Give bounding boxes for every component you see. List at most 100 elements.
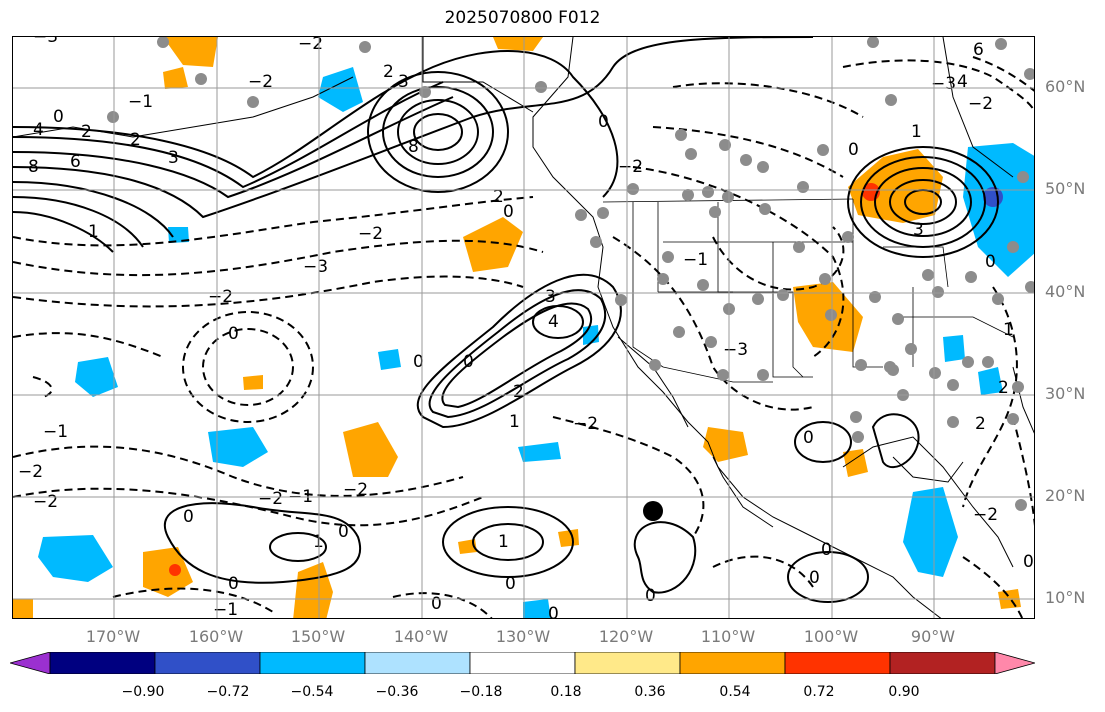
station-marker bbox=[947, 379, 959, 391]
colorbar-tick-label: 0.90 bbox=[888, 684, 920, 700]
station-marker bbox=[697, 279, 709, 291]
colorbar-tick-label: −0.54 bbox=[290, 684, 334, 700]
positive-contours bbox=[13, 37, 999, 603]
station-marker bbox=[929, 367, 941, 379]
contour-label: −2 bbox=[573, 414, 598, 434]
contour-label: 0 bbox=[803, 428, 814, 448]
station-marker bbox=[850, 411, 862, 423]
contour-label: −2 bbox=[298, 37, 323, 54]
graticule bbox=[13, 37, 1034, 618]
station-marker bbox=[892, 313, 904, 325]
station-marker bbox=[649, 359, 661, 371]
colorbar-extend-max bbox=[994, 652, 1035, 674]
contour-label: 0 bbox=[985, 252, 996, 272]
contour-label: 0 bbox=[463, 352, 474, 372]
contour-label: 6 bbox=[973, 40, 984, 60]
plot-title: 2025070800 F012 bbox=[444, 8, 601, 28]
lat-label-40n: 40°N bbox=[1045, 282, 1086, 301]
station-marker bbox=[982, 356, 994, 368]
station-marker bbox=[962, 356, 974, 368]
station-marker bbox=[819, 273, 831, 285]
storm-center-marker bbox=[643, 501, 663, 521]
station-marker bbox=[359, 41, 371, 53]
station-marker bbox=[1025, 281, 1034, 293]
colorbar-tick-label: −0.18 bbox=[459, 684, 503, 700]
station-marker bbox=[855, 359, 867, 371]
station-marker bbox=[615, 294, 627, 306]
colorbar-segment bbox=[259, 652, 366, 674]
contour-label: 0 bbox=[183, 507, 194, 527]
contour-label: 4 bbox=[33, 120, 44, 140]
contour-label: 2 bbox=[383, 62, 394, 82]
contour-label: −2 bbox=[358, 224, 383, 244]
station-marker bbox=[777, 289, 789, 301]
contour-label: 0 bbox=[548, 604, 559, 619]
station-marker bbox=[1007, 241, 1019, 253]
contour-label: −2 bbox=[208, 287, 233, 307]
contour-label: 0 bbox=[431, 594, 442, 614]
negative-contours bbox=[13, 56, 1034, 618]
colorbar-tick-label: −0.90 bbox=[121, 684, 165, 700]
lon-label-160w: 160°W bbox=[188, 627, 244, 646]
contour-label: −3 bbox=[723, 340, 748, 360]
colorbar-segment bbox=[784, 652, 891, 674]
coastlines bbox=[13, 37, 1034, 618]
station-marker bbox=[662, 251, 674, 263]
station-marker bbox=[1012, 381, 1024, 393]
contour-label: −2 bbox=[973, 505, 998, 525]
contour-label: 1 bbox=[911, 122, 922, 142]
station-marker bbox=[757, 161, 769, 173]
contour-label: −2 bbox=[618, 157, 643, 177]
lat-label-20n: 20°N bbox=[1045, 486, 1086, 505]
station-marker bbox=[673, 326, 685, 338]
contour-label: −3 bbox=[33, 37, 58, 47]
contour-label: 0 bbox=[1023, 552, 1034, 572]
station-marker bbox=[793, 241, 805, 253]
lon-label-110w: 110°W bbox=[700, 627, 756, 646]
colorbar bbox=[10, 652, 1035, 674]
station-marker bbox=[717, 369, 729, 381]
station-marker bbox=[675, 129, 687, 141]
station-marker bbox=[932, 286, 944, 298]
contour-label: 0 bbox=[413, 352, 424, 372]
contour-label: −1 bbox=[43, 422, 68, 442]
station-marker bbox=[1007, 413, 1019, 425]
contour-label: 4 bbox=[957, 72, 968, 92]
station-marker bbox=[247, 96, 259, 108]
map-panel[interactable]: −3 0 −1 2 4 2 3 6 8 1 −2 −2 2 3 8 2 0 0 … bbox=[12, 36, 1035, 619]
contour-label: 3 bbox=[168, 148, 179, 168]
station-marker bbox=[627, 183, 639, 195]
contour-label: 3 bbox=[398, 72, 409, 92]
colorbar-segment bbox=[49, 652, 156, 674]
station-marker bbox=[722, 191, 734, 203]
station-marker bbox=[869, 291, 881, 303]
contour-label: 6 bbox=[70, 152, 81, 172]
station-marker bbox=[1024, 68, 1034, 80]
colorbar-tick-label: 0.54 bbox=[719, 684, 751, 700]
station-marker bbox=[842, 231, 854, 243]
contour-label: 1 bbox=[509, 412, 520, 432]
station-marker bbox=[992, 293, 1004, 305]
contour-label: −2 bbox=[248, 72, 273, 92]
station-marker bbox=[1015, 499, 1027, 511]
station-marker bbox=[825, 309, 837, 321]
station-marker bbox=[740, 154, 752, 166]
station-marker bbox=[535, 81, 547, 93]
contour-label: 2 bbox=[493, 187, 504, 207]
contour-label: 1 bbox=[88, 222, 99, 242]
contour-label: 0 bbox=[809, 568, 820, 588]
station-marker bbox=[905, 343, 917, 355]
colorbar-tick-label: −0.72 bbox=[206, 684, 250, 700]
station-marker bbox=[995, 38, 1007, 50]
contour-label: 3 bbox=[913, 220, 924, 240]
station-marker bbox=[757, 369, 769, 381]
station-markers bbox=[107, 37, 1034, 511]
contour-label: −2 bbox=[258, 489, 283, 509]
contour-label: 2 bbox=[130, 130, 141, 150]
station-marker bbox=[867, 37, 879, 48]
colorbar-tick-label: −0.36 bbox=[375, 684, 419, 700]
contour-label-layer: −3 0 −1 2 4 2 3 6 8 1 −2 −2 2 3 8 2 0 0 … bbox=[18, 37, 1034, 619]
anomaly-shading bbox=[13, 37, 1034, 618]
lat-label-50n: 50°N bbox=[1045, 179, 1086, 198]
station-marker bbox=[702, 186, 714, 198]
